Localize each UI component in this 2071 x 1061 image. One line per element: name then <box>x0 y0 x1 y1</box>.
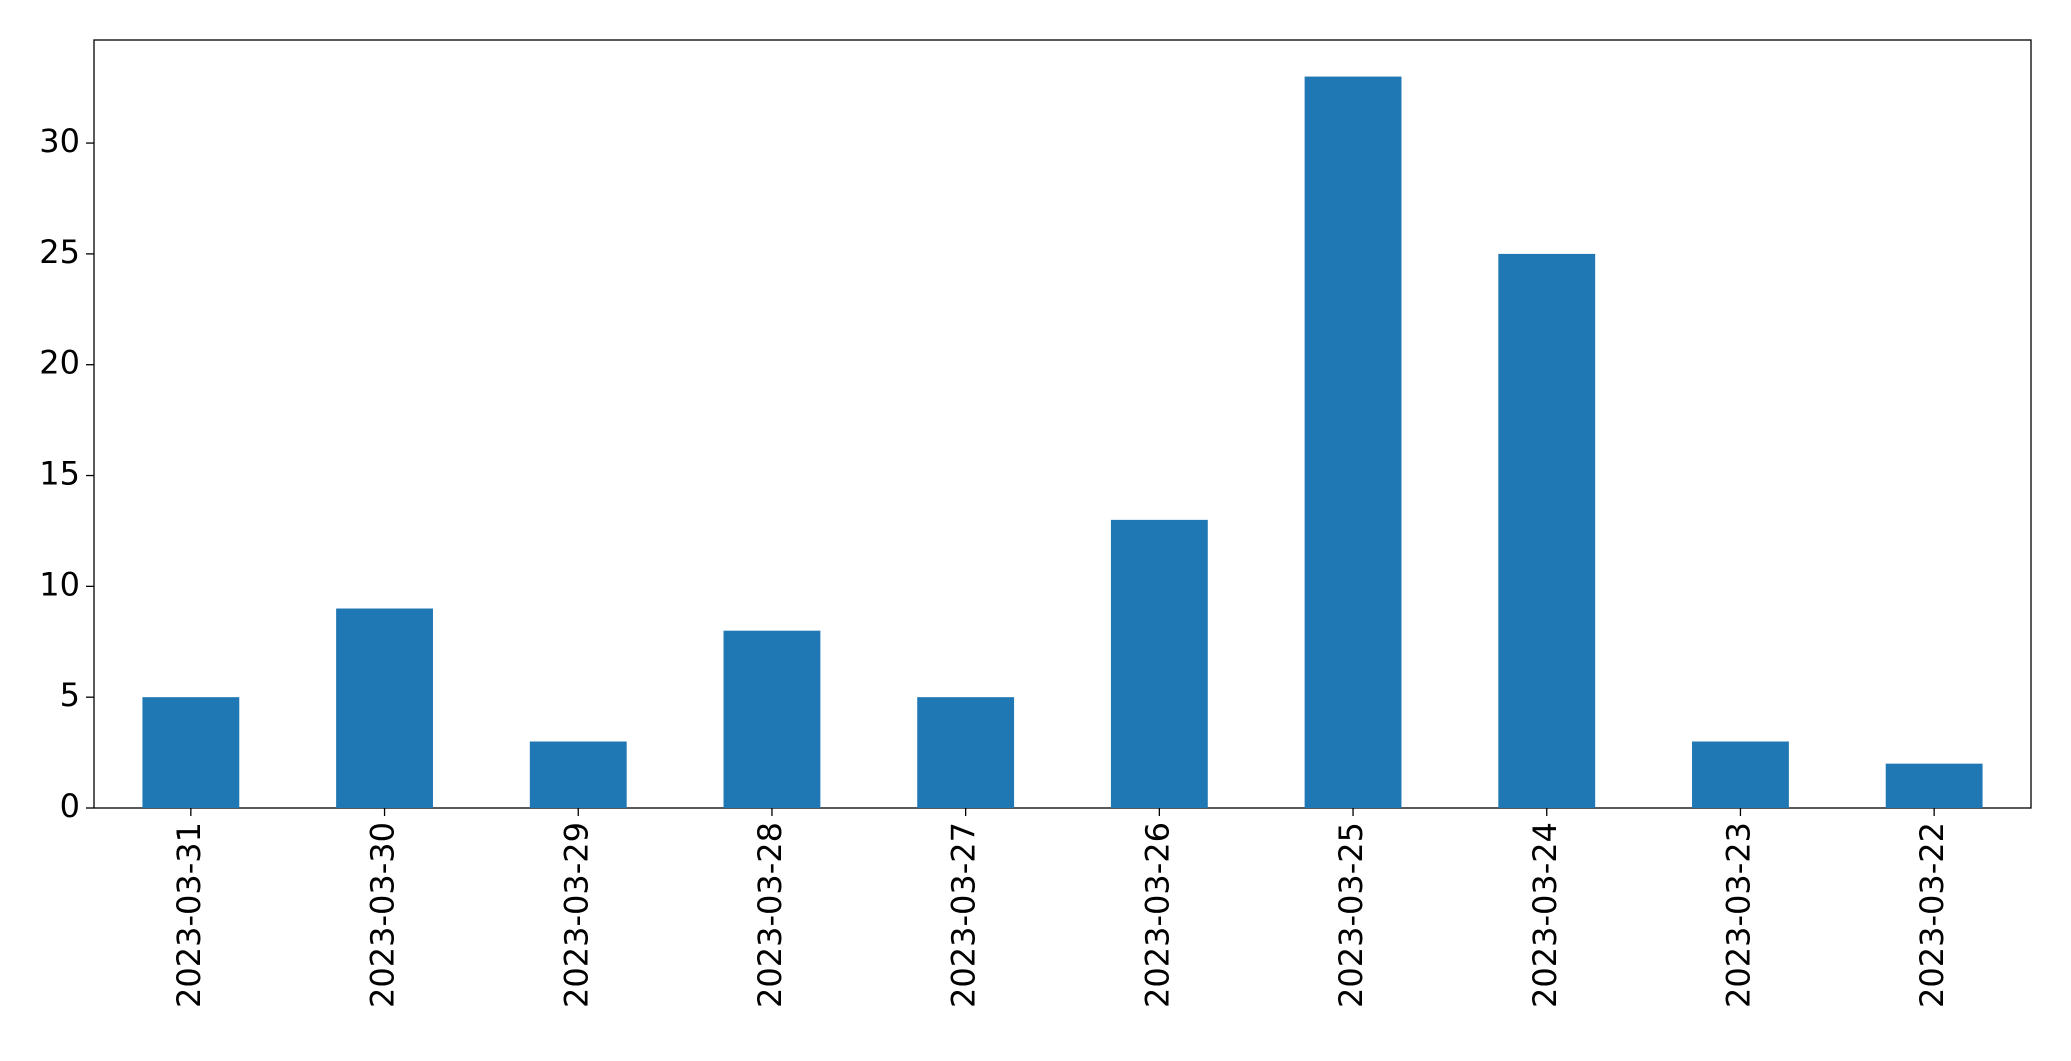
y-tick-label: 20 <box>39 344 80 382</box>
x-tick-label: 2023-03-28 <box>751 822 789 1008</box>
y-tick-label: 30 <box>39 122 80 160</box>
bar <box>917 697 1015 808</box>
x-tick-label: 2023-03-31 <box>170 822 208 1008</box>
bar <box>1692 741 1789 808</box>
axes-frame <box>93 39 2032 809</box>
bar <box>1498 253 1596 808</box>
bar <box>1885 763 1983 808</box>
x-tick-label: 2023-03-23 <box>1719 822 1757 1008</box>
y-tick-label: 10 <box>39 565 80 603</box>
bar <box>1304 76 1402 809</box>
bar <box>529 741 627 808</box>
bar <box>142 697 240 808</box>
y-tick-label: 0 <box>60 787 80 825</box>
bar <box>723 630 821 808</box>
bar <box>336 608 433 808</box>
x-tick-label: 2023-03-30 <box>364 822 402 1008</box>
x-tick-label: 2023-03-25 <box>1332 822 1370 1008</box>
y-tick-label: 5 <box>60 676 80 714</box>
bar <box>1110 519 1208 808</box>
x-tick-label: 2023-03-22 <box>1913 822 1951 1008</box>
x-tick-label: 2023-03-24 <box>1526 822 1564 1008</box>
x-tick-label: 2023-03-26 <box>1138 822 1176 1008</box>
y-tick-label: 25 <box>39 233 80 271</box>
x-tick-label: 2023-03-29 <box>557 822 595 1008</box>
y-tick-label: 15 <box>39 455 80 493</box>
x-tick-label: 2023-03-27 <box>945 822 983 1008</box>
